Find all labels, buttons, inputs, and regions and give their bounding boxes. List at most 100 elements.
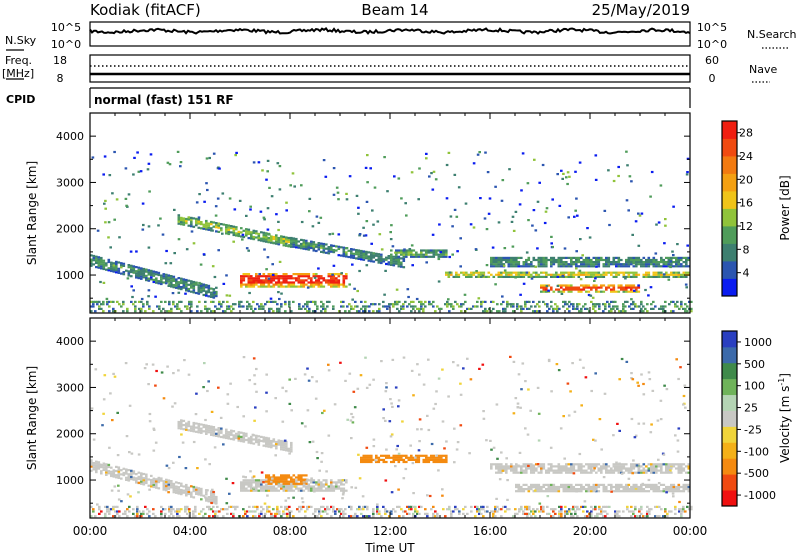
range-gate-cell <box>690 307 693 310</box>
range-gate-cell <box>540 505 543 508</box>
range-gate-cell <box>182 485 186 488</box>
range-gate-cell <box>527 464 530 467</box>
range-gate-cell <box>602 275 606 278</box>
range-gate-cell <box>497 469 501 472</box>
range-gate-cell <box>529 409 532 412</box>
range-gate-cell <box>435 251 438 254</box>
range-gate-cell <box>332 505 335 508</box>
range-gate-cell <box>198 512 201 515</box>
range-gate-cell <box>207 498 211 501</box>
range-gate-cell <box>90 258 93 261</box>
range-gate-cell <box>372 378 375 381</box>
range-gate-cell <box>380 515 383 518</box>
range-gate-cell <box>650 471 653 474</box>
range-gate-cell <box>557 290 561 293</box>
range-gate-cell <box>117 484 120 487</box>
range-gate-cell <box>397 249 401 252</box>
range-gate-cell <box>200 423 203 426</box>
noise-panel: N.Sky 10^5 10^0 N.Search 10^5 10^0 <box>5 21 797 51</box>
range-gate-cell <box>407 253 411 256</box>
range-gate-cell <box>664 305 667 308</box>
range-gate-cell <box>615 273 618 276</box>
range-gate-cell <box>160 477 163 480</box>
range-gate-cell <box>517 464 520 467</box>
range-gate-cell <box>607 483 611 486</box>
range-gate-cell <box>672 463 676 466</box>
range-gate-cell <box>197 429 201 432</box>
range-gate-cell <box>226 393 230 396</box>
range-gate-cell <box>282 478 286 481</box>
range-gate-cell <box>390 402 393 405</box>
range-gate-cell <box>577 265 581 268</box>
range-gate-cell <box>667 273 671 276</box>
range-gate-cell <box>555 485 558 489</box>
range-gate-cell <box>154 295 157 298</box>
range-gate-cell <box>285 478 288 481</box>
power-colorbar-cells <box>722 121 737 297</box>
y-tick-label: 1000 <box>56 474 84 487</box>
range-gate-cell <box>358 234 361 237</box>
range-gate-cell <box>556 275 560 278</box>
range-gate-cell <box>297 279 301 282</box>
range-gate-cell <box>137 477 141 481</box>
range-gate-cell <box>637 261 641 264</box>
range-gate-cell <box>112 268 116 271</box>
range-gate-cell <box>527 256 531 259</box>
range-gate-cell <box>334 512 337 515</box>
range-gate-cell <box>590 258 593 262</box>
range-gate-cell <box>636 515 639 518</box>
range-gate-cell <box>633 289 636 292</box>
range-gate-cell <box>137 277 141 280</box>
range-gate-cell <box>575 463 578 466</box>
range-gate-cell <box>420 303 423 306</box>
range-gate-cell <box>430 172 433 175</box>
range-gate-cell <box>412 255 416 258</box>
range-gate-cell <box>120 500 123 503</box>
range-gate-cell <box>610 288 613 291</box>
range-gate-cell <box>624 305 627 308</box>
range-gate-cell <box>568 305 571 308</box>
range-gate-cell <box>647 271 651 274</box>
range-gate-cell <box>328 300 331 303</box>
range-gate-cell <box>598 512 601 515</box>
range-gate-cell <box>148 510 151 513</box>
range-gate-cell <box>132 472 136 475</box>
range-gate-cell <box>506 305 509 308</box>
range-gate-cell <box>117 489 120 492</box>
range-gate-cell <box>562 290 566 293</box>
range-gate-cell <box>487 212 491 215</box>
range-gate-cell <box>492 463 496 466</box>
range-gate-cell <box>168 163 172 166</box>
range-gate-cell <box>206 188 209 192</box>
range-gate-cell <box>327 248 331 251</box>
range-gate-cell <box>382 260 386 263</box>
range-gate-cell <box>145 274 148 277</box>
range-gate-cell <box>558 204 562 207</box>
y-tick-label: 3000 <box>56 176 84 189</box>
range-gate-cell <box>267 279 271 282</box>
range-gate-cell <box>369 167 372 170</box>
range-gate-cell <box>310 477 313 480</box>
range-gate-cell <box>450 512 453 515</box>
range-gate-cell <box>412 515 415 518</box>
range-gate-cell <box>665 469 668 472</box>
range-gate-cell <box>365 454 368 457</box>
range-gate-cell <box>476 300 479 303</box>
range-gate-cell <box>220 429 223 432</box>
range-gate-cell <box>332 277 336 280</box>
range-gate-cell <box>597 273 601 276</box>
range-gate-cell <box>110 263 113 266</box>
range-gate-cell <box>540 485 543 489</box>
range-gate-cell <box>95 466 98 469</box>
range-gate-cell <box>247 483 251 486</box>
range-gate-cell <box>617 467 621 470</box>
range-gate-cell <box>290 487 293 490</box>
range-gate-cell <box>496 457 499 460</box>
range-gate-cell <box>507 271 511 274</box>
range-gate-cell <box>230 231 233 234</box>
range-gate-cell <box>176 512 179 515</box>
range-gate-cell <box>174 305 177 308</box>
range-gate-cell <box>538 510 541 513</box>
range-gate-cell <box>566 382 570 385</box>
range-gate-cell <box>307 281 311 284</box>
